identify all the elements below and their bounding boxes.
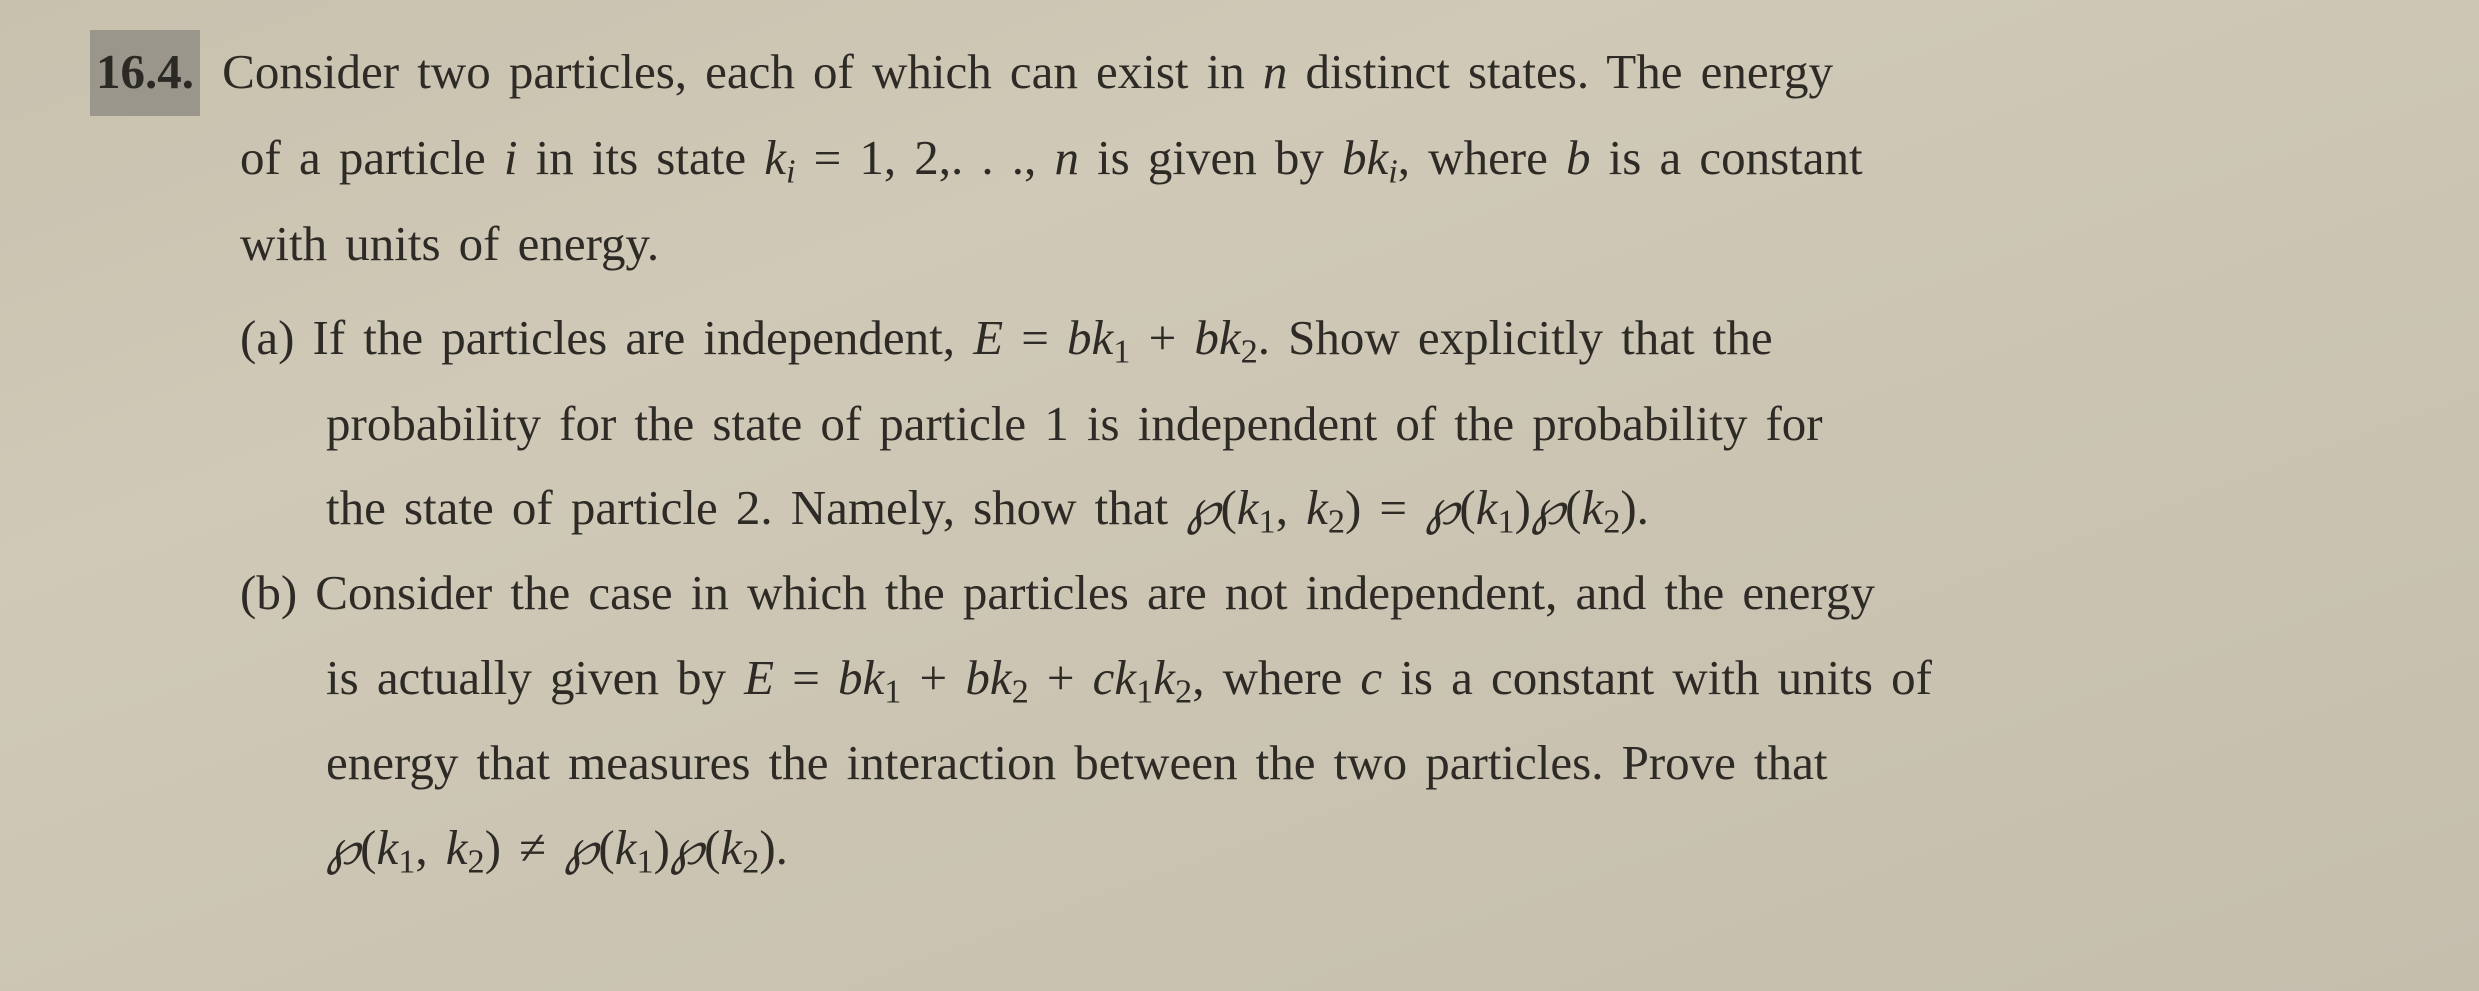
var-k: k <box>764 130 786 185</box>
rparen-eq: ) = <box>1345 480 1425 535</box>
part-a-text: the state of particle 2. Namely, show th… <box>326 480 1186 535</box>
comma: , <box>415 820 445 875</box>
subscript-1: 1 <box>1259 502 1276 540</box>
subscript-1: 1 <box>636 842 653 880</box>
rparen: ) <box>654 820 670 875</box>
part-a-line-3: the state of particle 2. Namely, show th… <box>240 466 2429 552</box>
var-n: n <box>1054 130 1079 185</box>
plus-sign: + <box>901 650 965 705</box>
part-b-text: is actually given by <box>326 650 744 705</box>
part-b-text: Consider the case in which the particles… <box>297 565 1875 620</box>
var-bk: bk <box>1342 130 1388 185</box>
var-n: n <box>1263 44 1288 99</box>
var-p: ℘ <box>564 820 598 875</box>
plus-sign: + <box>1130 310 1194 365</box>
part-a-line-1: (a) If the particles are independent, E … <box>240 310 1773 365</box>
neq-sign: ) ≠ <box>485 820 564 875</box>
var-k2: k <box>1306 480 1328 535</box>
plus-sign: + <box>1029 650 1093 705</box>
intro-line-1: 16.4. Consider two particles, each of wh… <box>90 30 2429 116</box>
eq-sign: = <box>1003 310 1067 365</box>
var-k1: k <box>377 820 399 875</box>
problem-16-4: 16.4. Consider two particles, each of wh… <box>90 30 2429 891</box>
var-k2: k <box>1581 480 1603 535</box>
subscript-1: 1 <box>1113 333 1130 371</box>
part-label-b: (b) <box>240 565 297 620</box>
intro-text: is given by <box>1079 130 1342 185</box>
var-k1: k <box>615 820 637 875</box>
intro-text: of a particle <box>240 130 504 185</box>
intro-text: = 1, 2,. . ., <box>796 130 1055 185</box>
rparen-period: ). <box>1620 480 1649 535</box>
part-b: (b) Consider the case in which the parti… <box>90 551 2429 891</box>
var-k2: k <box>1153 650 1175 705</box>
lparen: ( <box>598 820 614 875</box>
rparen: ) <box>1515 480 1531 535</box>
part-b-line-3: energy that measures the interaction bet… <box>240 721 2429 805</box>
lparen: ( <box>1565 480 1581 535</box>
subscript-i: i <box>786 153 796 191</box>
var-b: b <box>1566 130 1591 185</box>
part-a-text: If the particles are independent, <box>294 310 973 365</box>
intro-line-2: of a particle i in its state ki = 1, 2,.… <box>90 116 2429 202</box>
var-p: ℘ <box>1531 480 1565 535</box>
lparen: ( <box>1220 480 1236 535</box>
var-p: ℘ <box>326 820 360 875</box>
var-i: i <box>504 130 518 185</box>
intro-line-3: with units of energy. <box>90 202 2429 286</box>
var-p: ℘ <box>1425 480 1459 535</box>
subscript-1: 1 <box>884 672 901 710</box>
subscript-2: 2 <box>1328 502 1345 540</box>
part-label-a: (a) <box>240 310 294 365</box>
var-k2: k <box>446 820 468 875</box>
eq-sign: = <box>774 650 838 705</box>
subscript-2: 2 <box>1603 502 1620 540</box>
part-b-line-2: is actually given by E = bk1 + bk2 + ck1… <box>240 636 2429 722</box>
rparen-period: ). <box>759 820 788 875</box>
var-k1: k <box>1476 480 1498 535</box>
problem-number: 16.4. <box>90 30 200 116</box>
var-bk1: bk <box>838 650 884 705</box>
var-bk2: bk <box>965 650 1011 705</box>
var-c: c <box>1360 650 1382 705</box>
intro-text: in its state <box>518 130 765 185</box>
var-bk1: bk <box>1067 310 1113 365</box>
intro-text: , where <box>1398 130 1566 185</box>
intro-text: is a constant <box>1591 130 1863 185</box>
lparen: ( <box>360 820 376 875</box>
var-bk2: bk <box>1194 310 1240 365</box>
var-ck: ck <box>1093 650 1137 705</box>
intro-text: Consider two particles, each of which ca… <box>204 44 1263 99</box>
part-a: (a) If the particles are independent, E … <box>90 296 2429 551</box>
subscript-1: 1 <box>398 842 415 880</box>
intro-text: distinct states. The energy <box>1287 44 1833 99</box>
comma: , <box>1276 480 1306 535</box>
lparen: ( <box>1459 480 1475 535</box>
problem-intro: 16.4. Consider two particles, each of wh… <box>90 30 2429 286</box>
var-k1: k <box>1237 480 1259 535</box>
subscript-2: 2 <box>1012 672 1029 710</box>
part-b-text: , where <box>1192 650 1360 705</box>
subscript-2: 2 <box>1175 672 1192 710</box>
part-b-line-1: (b) Consider the case in which the parti… <box>240 565 1875 620</box>
var-E: E <box>744 650 774 705</box>
subscript-2: 2 <box>1241 333 1258 371</box>
part-b-text: is a constant with units of <box>1382 650 1932 705</box>
part-b-line-4: ℘(k1, k2) ≠ ℘(k1)℘(k2). <box>240 806 2429 892</box>
var-k2: k <box>720 820 742 875</box>
subscript-1: 1 <box>1136 672 1153 710</box>
var-p: ℘ <box>670 820 704 875</box>
var-E: E <box>973 310 1003 365</box>
textbook-page: 16.4. Consider two particles, each of wh… <box>0 0 2479 921</box>
subscript-2: 2 <box>468 842 485 880</box>
subscript-1: 1 <box>1497 502 1514 540</box>
lparen: ( <box>704 820 720 875</box>
subscript-2: 2 <box>742 842 759 880</box>
var-p: ℘ <box>1186 480 1220 535</box>
part-a-line-2: probability for the state of particle 1 … <box>240 382 2429 466</box>
subscript-i: i <box>1388 153 1398 191</box>
part-a-text: . Show explicitly that the <box>1258 310 1773 365</box>
